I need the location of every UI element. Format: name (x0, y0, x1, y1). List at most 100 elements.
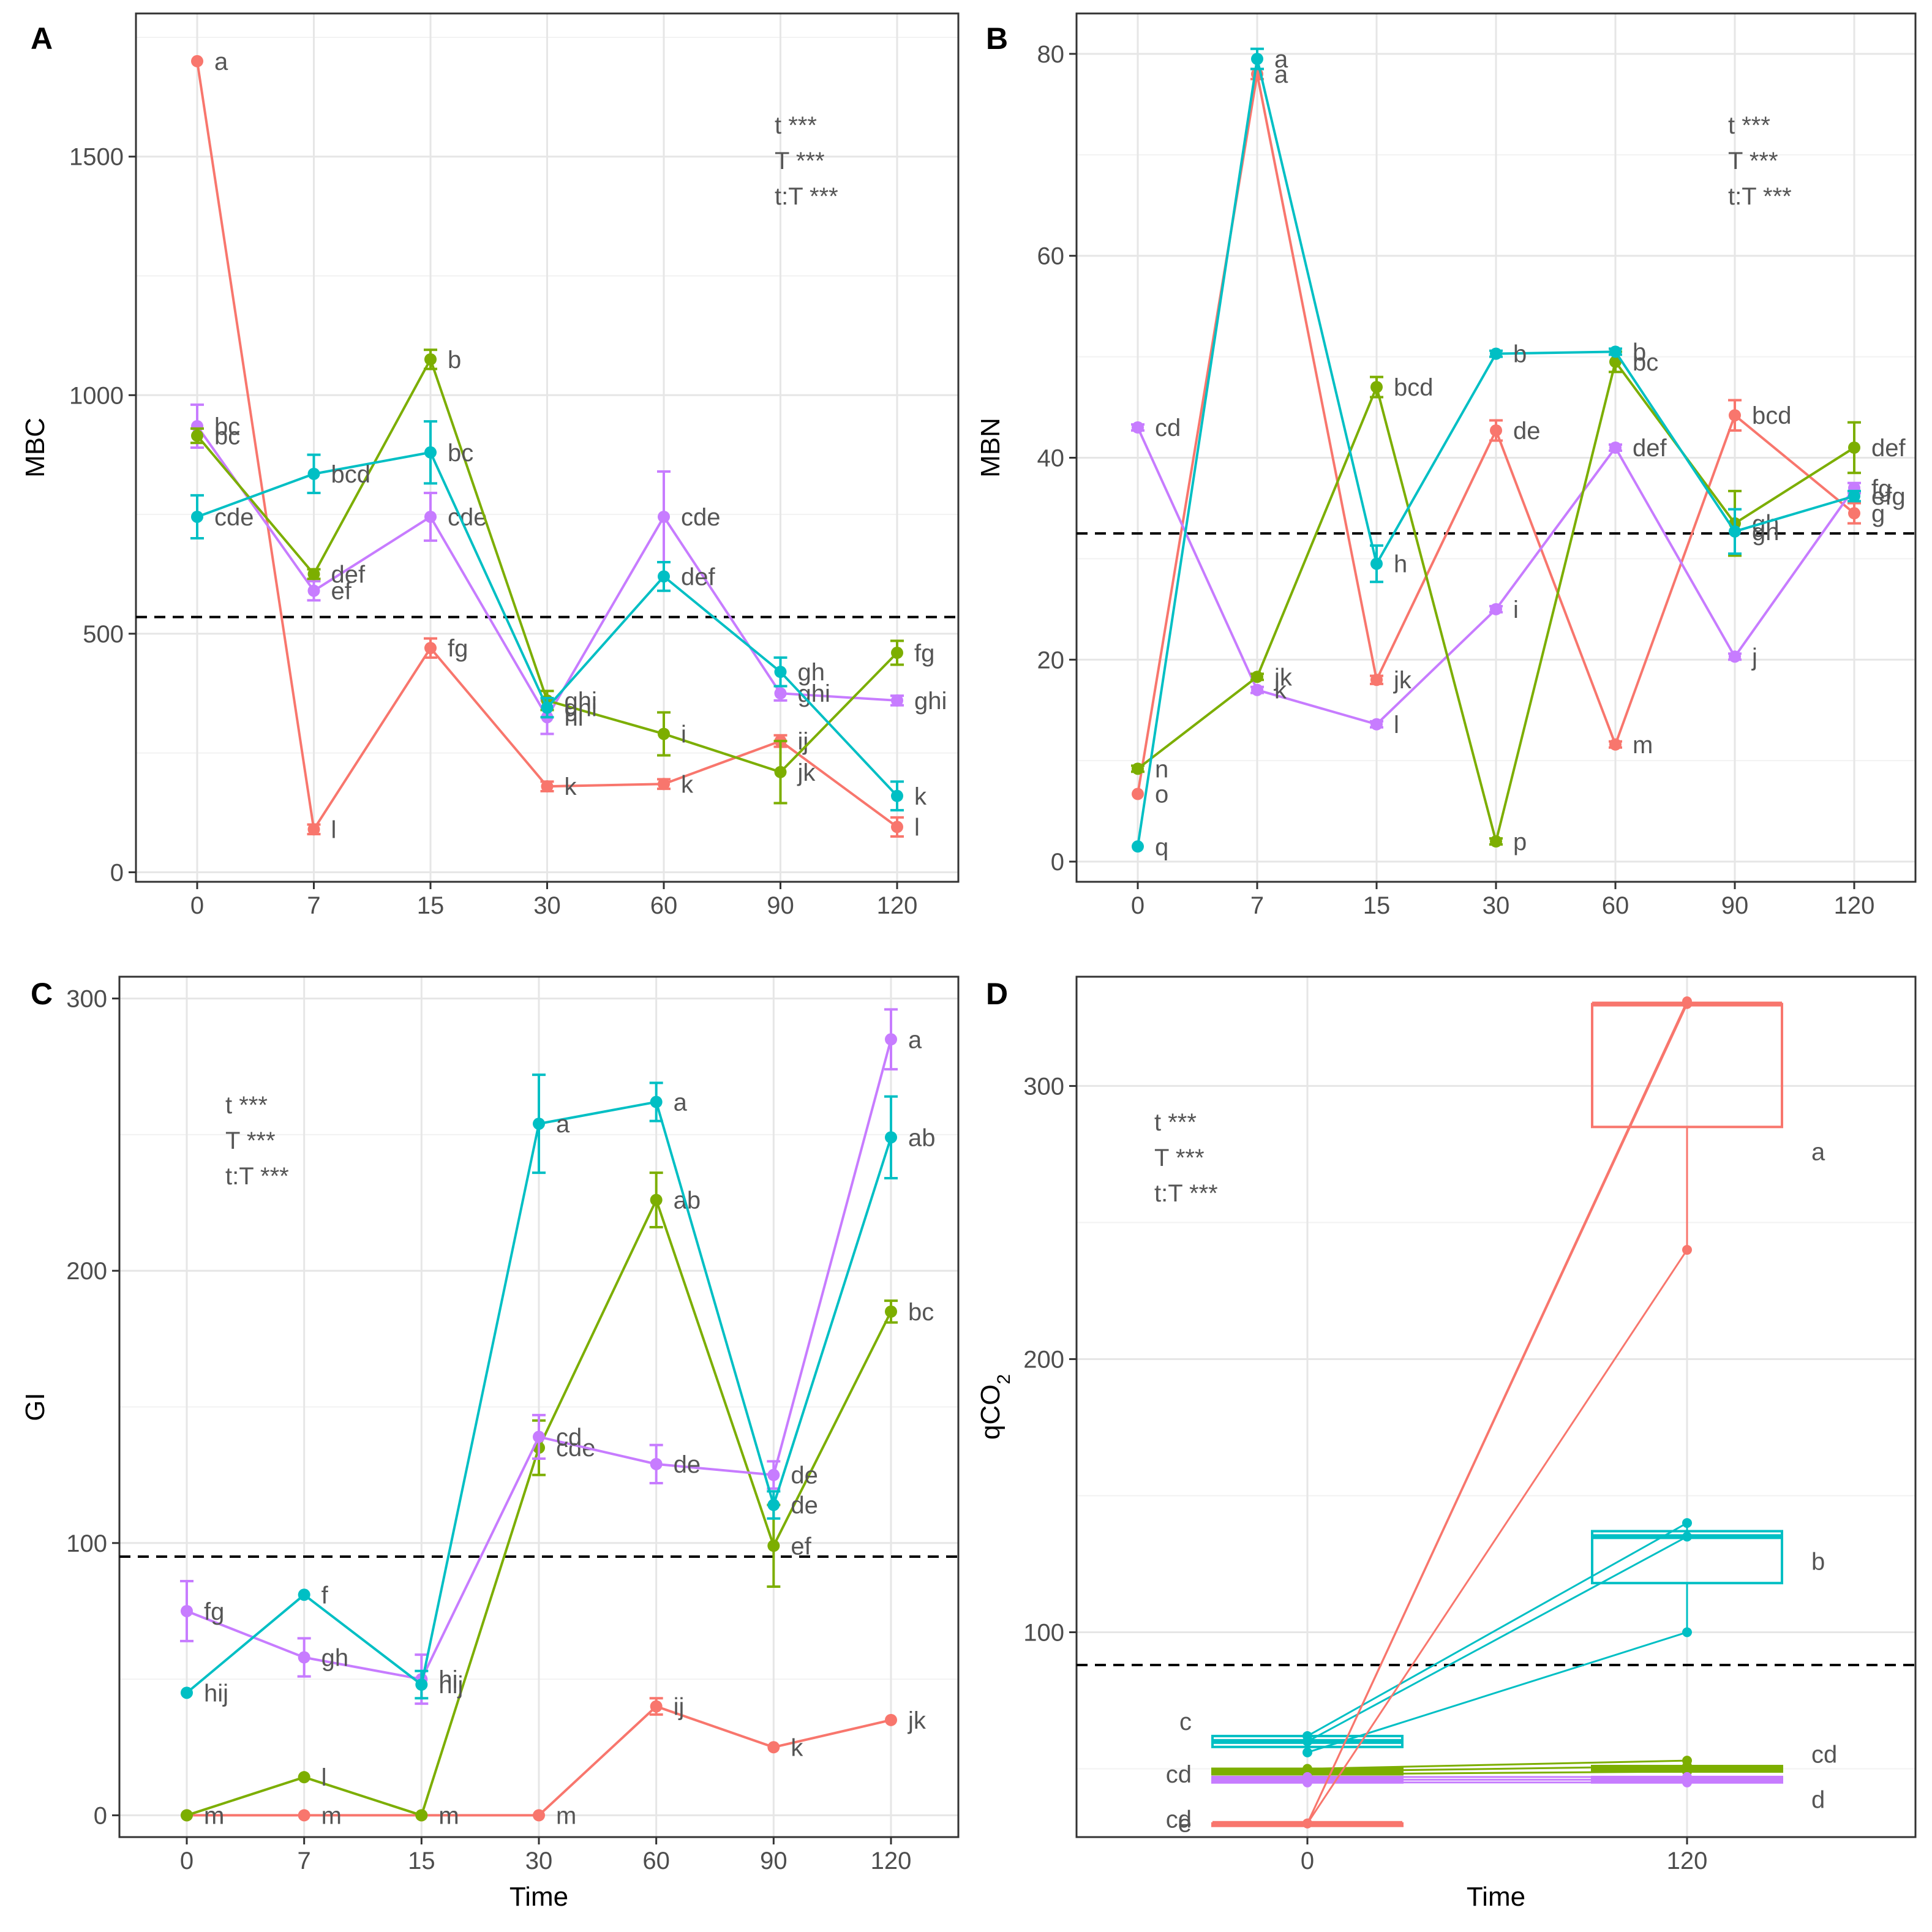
panel-d-stat-annotation: t *** (1154, 1109, 1197, 1136)
panel-b-series-red-point (1848, 507, 1860, 520)
panel-d-group-cyan-replicate-line (1307, 1522, 1688, 1737)
panel-c-x-tick-label: 90 (760, 1847, 787, 1874)
panel-b-series-green-significance-label: def (1871, 435, 1906, 462)
panel-a-stat-annotation: t:T *** (775, 183, 838, 210)
panel-c-series-purple-point (298, 1651, 310, 1664)
panel-b-series-cyan-significance-label: gh (1752, 519, 1780, 546)
panel-d-group-purple-label-t120: d (1811, 1786, 1825, 1813)
panel-c-series-purple-significance-label: cd (556, 1424, 582, 1451)
panel-b-series-red-significance-label: bcd (1752, 402, 1792, 429)
panel-b-series-purple-significance-label: i (1513, 596, 1519, 623)
panel-c-x-tick-label: 15 (408, 1847, 435, 1874)
panel-c-series-green-significance-label: ef (791, 1533, 811, 1560)
panel-b-series-purple-point (1729, 650, 1741, 663)
panel-a-series-red-significance-label: a (214, 48, 228, 75)
panel-d-y-axis-title: qCO2 (975, 1374, 1014, 1440)
panel-a-x-tick-label: 15 (417, 892, 445, 919)
panel-a-series-purple-significance-label: ghi (798, 680, 830, 707)
panel-a-series-purple-significance-label: cde (681, 504, 721, 531)
panel-b-series-green-significance-label: bc (1633, 349, 1658, 376)
panel-a-series-red-point (891, 821, 903, 833)
panel-c-y-tick-label: 200 (66, 1258, 107, 1285)
panel-b-x-tick-label: 0 (1131, 892, 1145, 919)
panel-a-y-tick-label: 1000 (69, 382, 124, 409)
panel-a-series-green-significance-label: ghi (565, 688, 597, 715)
panel-b-series-purple-significance-label: def (1633, 435, 1667, 462)
panel-b-series-purple-significance-label: fg (1871, 475, 1892, 502)
panel-d-group-cyan-box (1591, 1530, 1783, 1585)
panel-b-series-cyan-significance-label: a (1274, 46, 1288, 73)
panel-a-series-purple-significance-label: ef (331, 578, 352, 605)
panel-a-series-red-point (541, 780, 554, 793)
panel-c-series-red-significance-label: m (556, 1802, 576, 1829)
panel-b-series-cyan-point (1370, 557, 1383, 570)
panel-a-series-green-point (191, 429, 203, 442)
panel-b-series-red-significance-label: a (1274, 61, 1288, 88)
panel-b-series-red-point (1490, 424, 1502, 437)
panel-b-series-cyan-point (1848, 490, 1860, 503)
panel-c-series-red-significance-label: m (321, 1802, 342, 1829)
panel-a-series-green-significance-label: jk (797, 759, 816, 786)
panel-b-stat-annotation: t:T *** (1728, 183, 1792, 210)
panel-c-series-green-significance-label: m (438, 1802, 459, 1829)
panel-c-series-cyan-significance-label: a (674, 1089, 688, 1116)
panel-c-series-red-significance-label: ij (674, 1694, 685, 1721)
panel-d-border (1075, 975, 1917, 1838)
panel-a-series-purple-point (658, 510, 670, 523)
panel-b-y-tick-label: 40 (1037, 445, 1065, 472)
panel-b-series-green-point (1490, 835, 1502, 848)
panel-a-series-cyan-significance-label: k (914, 783, 927, 810)
panel-c-series-cyan-point (650, 1096, 663, 1108)
panel-c-series-green-significance-label: bc (908, 1299, 934, 1326)
panel-a-series-cyan-point (191, 510, 203, 523)
panel-b-y-tick-label: 20 (1037, 647, 1065, 674)
panel-a-series-green-significance-label: def (331, 561, 366, 588)
panel-c-series-purple-point (650, 1457, 663, 1470)
panel-c-stat-annotation: T *** (225, 1127, 276, 1154)
panel-a-series-cyan-significance-label: def (681, 563, 715, 590)
panel-d-group-cyan-point (1682, 1532, 1692, 1542)
panel-b-series-cyan-point (1251, 53, 1263, 66)
panel-d-group-red-point (1682, 996, 1692, 1007)
panel-c-series-cyan-significance-label: a (556, 1111, 570, 1138)
panel-b-series-red-point (1132, 787, 1144, 800)
panel-b-series-cyan-significance-label: b (1633, 339, 1646, 366)
panel-a-x-tick-label: 30 (533, 892, 561, 919)
panel-c-series-purple-significance-label: hi (438, 1666, 457, 1693)
panel-b-series-green-significance-label: jk (1274, 664, 1293, 691)
panel-c-series-cyan-significance-label: hij (204, 1680, 228, 1707)
panel-a-stat-annotation: T *** (775, 148, 825, 175)
panel-b-y-tick-label: 80 (1037, 41, 1065, 68)
panel-b-series-red-point (1609, 738, 1622, 751)
panel-c-series-cyan-point (885, 1131, 897, 1144)
panel-a-x-tick-label: 60 (650, 892, 678, 919)
panel-d-group-green-point (1302, 1764, 1312, 1774)
panel-a-series-green-point (774, 765, 787, 778)
panel-b-x-tick-label: 60 (1602, 892, 1629, 919)
panel-c-y-tick-label: 100 (66, 1530, 107, 1557)
panel-a-series-cyan-point (307, 467, 320, 480)
panel-a-series-green-point (307, 568, 320, 581)
panel-c-series-red-point (885, 1713, 897, 1726)
panel-c-series-cyan-point (767, 1498, 780, 1511)
panel-a-series-purple-point (774, 687, 787, 700)
panel-d-group-red-label-t120: a (1811, 1138, 1825, 1165)
panel-a-series-green-point (658, 727, 670, 740)
panel-d-stat-annotation: T *** (1154, 1145, 1205, 1171)
panel-c-series-cyan-point (181, 1686, 193, 1699)
panel-b-series-purple-point (1132, 421, 1144, 434)
panel-a-series-red-point (658, 778, 670, 791)
panel-d-background (1077, 977, 1915, 1837)
panel-d-group-cyan-label-t0: c (1179, 1708, 1192, 1735)
panel-d-group-green-label-t120: cd (1811, 1741, 1837, 1768)
panel-c-series-green-point (298, 1771, 310, 1784)
panel-b-series-green-significance-label: p (1513, 829, 1527, 855)
panel-d-group-cyan-point (1682, 1627, 1692, 1637)
panel-c-series-green-point (415, 1809, 428, 1822)
panel-c-x-tick-label: 120 (871, 1847, 912, 1874)
panel-b-series-red-significance-label: m (1633, 732, 1653, 759)
panel-c-series-green-significance-label: l (321, 1764, 327, 1791)
panel-b-series-cyan-point (1609, 345, 1622, 358)
panel-a-series-purple-point (891, 694, 903, 707)
